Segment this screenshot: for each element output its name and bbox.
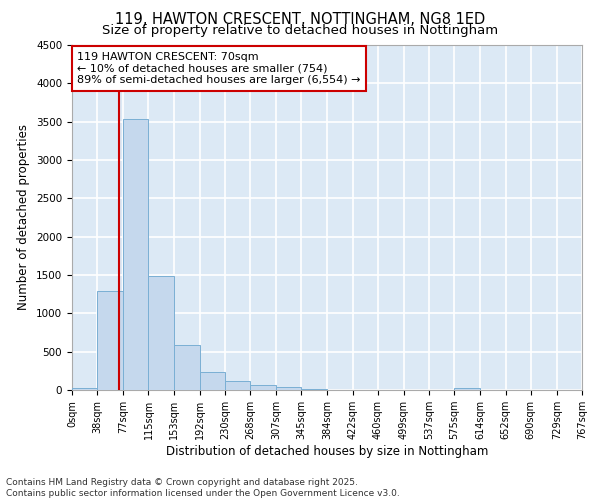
Y-axis label: Number of detached properties: Number of detached properties: [17, 124, 31, 310]
Text: Size of property relative to detached houses in Nottingham: Size of property relative to detached ho…: [102, 24, 498, 37]
Bar: [97, 291, 123, 390]
Bar: [225, 381, 250, 390]
Text: 119 HAWTON CRESCENT: 70sqm
← 10% of detached houses are smaller (754)
89% of sem: 119 HAWTON CRESCENT: 70sqm ← 10% of deta…: [77, 52, 361, 85]
Text: Contains HM Land Registry data © Crown copyright and database right 2025.
Contai: Contains HM Land Registry data © Crown c…: [6, 478, 400, 498]
Bar: [174, 345, 200, 390]
Bar: [148, 276, 174, 390]
Bar: [250, 385, 276, 390]
Bar: [454, 388, 480, 390]
Text: 119, HAWTON CRESCENT, NOTTINGHAM, NG8 1ED: 119, HAWTON CRESCENT, NOTTINGHAM, NG8 1E…: [115, 12, 485, 28]
X-axis label: Distribution of detached houses by size in Nottingham: Distribution of detached houses by size …: [166, 445, 488, 458]
Bar: [200, 372, 225, 390]
Bar: [276, 388, 301, 390]
Bar: [301, 389, 328, 390]
Bar: [72, 388, 97, 390]
Bar: [123, 118, 148, 390]
